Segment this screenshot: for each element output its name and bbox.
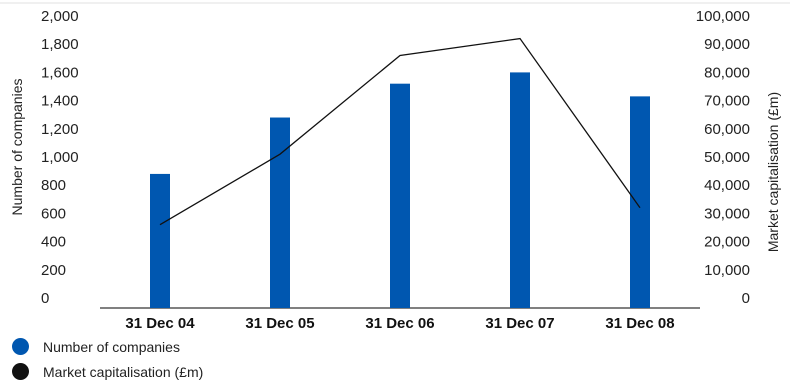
left-axis-label: Number of companies [9,79,25,216]
right-tick-label: 70,000 [704,93,750,110]
bar [510,72,530,308]
right-tick-label: 60,000 [704,121,750,138]
category-label: 31 Dec 04 [125,315,195,332]
right-tick-label: 50,000 [704,149,750,166]
combo-chart: Number of companies Market capitalisatio… [0,0,790,335]
category-labels: 31 Dec 04 31 Dec 05 31 Dec 06 31 Dec 07 31 D… [125,315,674,332]
bar [270,118,290,308]
category-label: 31 Dec 06 [365,315,434,332]
left-tick-label: 1,000 [41,149,79,166]
left-tick-label: 2,000 [41,8,79,25]
legend-item-market-cap: Market capitalisation (£m) [12,359,203,384]
legend: Number of companies Market capitalisatio… [12,334,203,384]
left-axis-title: Number of companies [9,79,25,216]
left-tick-label: 200 [41,262,66,279]
bar [630,96,650,308]
right-axis-ticks: 0 10,000 20,000 30,000 40,000 50,000 60,000 70,… [696,8,750,307]
category-label: 31 Dec 05 [245,315,314,332]
right-tick-label: 20,000 [704,234,750,251]
left-axis-ticks: 0 200 400 600 800 1,000 1,200 1,400 1,600 1,800 2,… [41,8,79,307]
legend-swatch-companies [12,338,29,355]
left-tick-label: 800 [41,177,66,194]
category-label: 31 Dec 08 [605,315,674,332]
right-tick-label: 40,000 [704,177,750,194]
bar-series [150,72,650,308]
legend-label-companies: Number of companies [43,339,180,355]
right-tick-label: 30,000 [704,205,750,222]
right-axis-title: Market capitalisation (£m) [765,92,781,252]
left-tick-label: 1,800 [41,36,79,53]
category-label: 31 Dec 07 [485,315,554,332]
legend-swatch-market-cap [12,363,29,380]
left-tick-label: 600 [41,205,66,222]
left-tick-label: 1,600 [41,64,79,81]
right-tick-label: 0 [742,290,750,307]
left-tick-label: 400 [41,234,66,251]
bar [390,84,410,308]
legend-label-market-cap: Market capitalisation (£m) [43,364,203,380]
right-tick-label: 80,000 [704,64,750,81]
legend-item-companies: Number of companies [12,334,203,359]
left-tick-label: 1,400 [41,93,79,110]
left-tick-label: 1,200 [41,121,79,138]
right-tick-label: 10,000 [704,262,750,279]
left-tick-label: 0 [41,290,49,307]
right-tick-label: 100,000 [696,8,750,25]
right-tick-label: 90,000 [704,36,750,53]
right-axis-label: Market capitalisation (£m) [765,92,781,252]
bar [150,174,170,308]
